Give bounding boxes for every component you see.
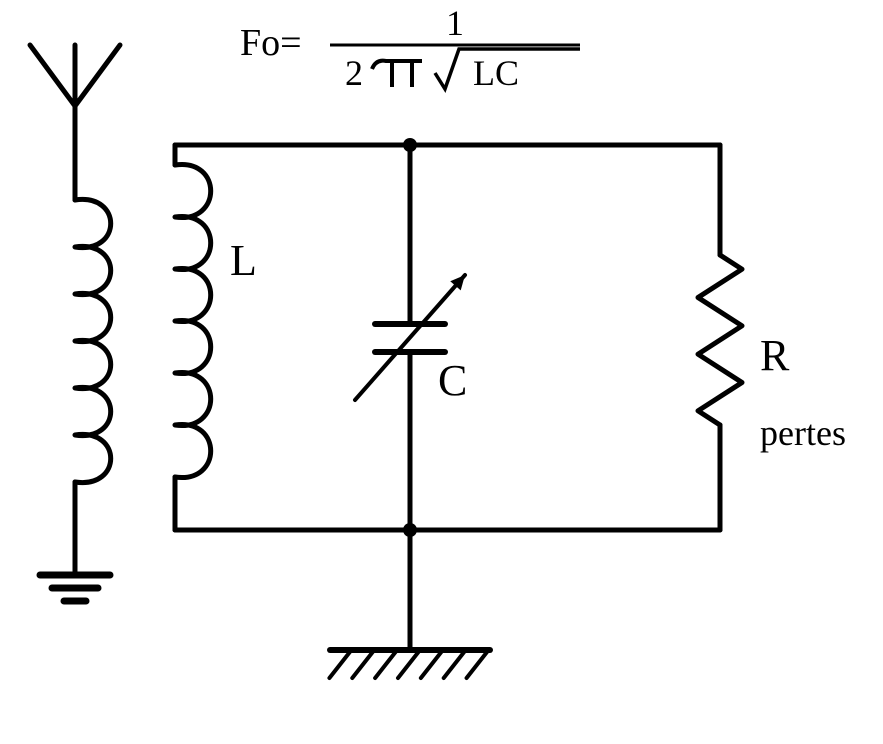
pi-symbol xyxy=(372,61,422,87)
formula-numerator: 1 xyxy=(446,3,464,43)
primary-inductor xyxy=(75,199,111,575)
label-L: L xyxy=(230,236,257,285)
label-C: C xyxy=(438,356,467,405)
resistor-R xyxy=(698,255,742,425)
formula-sqrt-arg: LC xyxy=(473,53,519,93)
ground-bottom-icon xyxy=(329,530,490,678)
label-R: R xyxy=(760,331,790,380)
antenna-icon xyxy=(30,45,120,200)
label-pertes: pertes xyxy=(760,413,846,453)
node-top xyxy=(403,138,417,152)
inductor-L xyxy=(175,145,211,530)
formula-lhs: Fo= xyxy=(240,22,302,64)
formula: Fo= 1 2 LC xyxy=(240,3,580,93)
wiring xyxy=(175,138,720,537)
formula-denom-2: 2 xyxy=(345,53,363,93)
ground-left-icon xyxy=(40,575,110,601)
